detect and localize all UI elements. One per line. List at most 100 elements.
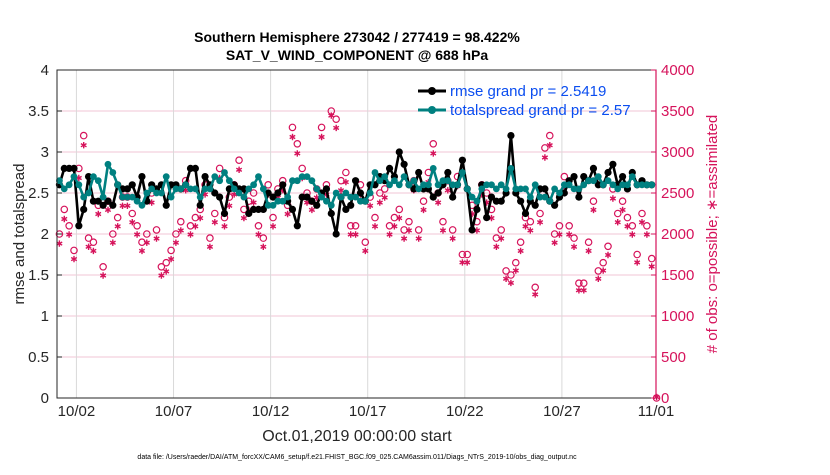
rmse-point [259,205,267,213]
totalspread-point [279,197,287,205]
rmse-point [604,168,612,177]
rmse-point [138,173,146,181]
totalspread-point [274,197,282,205]
obs-assimilated-point [590,206,597,214]
obs-assimilated-point [396,214,403,222]
obs-assimilated-point [255,231,262,238]
obs-assimilated-point [167,255,175,263]
totalspread-point [478,185,486,193]
rmse-point [191,164,199,172]
obs-possible-point [575,279,583,288]
obs-possible-point [429,140,438,148]
obs-assimilated-point [464,259,471,266]
obs-possible-point [643,222,651,230]
obs-possible-point [210,209,219,218]
y2-tick-label: 2000 [661,226,694,243]
rmse-point [211,189,219,197]
x-tick-label: 10/17 [349,403,387,420]
x-axis-label: Oct.01,2019 00:00:00 start [262,428,452,445]
rmse-point [517,197,525,205]
obs-assimilated-point [376,199,383,206]
y2-tick-label: 3500 [661,103,694,120]
obs-assimilated-point [551,239,558,246]
x-tick-label: 10/22 [446,403,484,420]
obs-assimilated-point [614,219,621,226]
rmse-point [487,193,496,201]
totalspread-point [99,193,107,201]
obs-possible-point [589,197,598,206]
obs-possible-point [176,217,185,226]
x-tick-label: 10/07 [155,403,193,420]
obs-assimilated-point [634,259,641,266]
rmse-point [196,201,204,209]
rmse-point [245,209,253,218]
totalspread-point [133,197,141,205]
rmse-point [94,197,102,205]
totalspread-point [201,185,209,193]
obs-assimilated-point [143,239,150,246]
legend-rmse-marker [428,87,436,95]
obs-assimilated-point [556,231,563,238]
legend-totalspread-label: totalspread grand pr = 2.57 [450,102,631,119]
obs-possible-point [638,209,646,218]
totalspread-point [318,193,325,201]
obs-assimilated-point [420,206,427,214]
totalspread-point [119,193,126,201]
totalspread-point [400,173,408,181]
totalspread-point [157,189,165,197]
rmse-point [269,193,277,201]
rmse-point [216,193,224,201]
x-tick-label: 10/02 [58,403,96,420]
rmse-point [322,185,331,193]
totalspread-point [541,193,549,201]
totalspread-point [85,189,92,197]
obs-assimilated-point [163,268,170,275]
totalspread-point [643,181,651,189]
obs-possible-point [215,164,224,173]
totalspread-point [546,197,554,205]
obs-assimilated-point [522,223,529,230]
totalspread-point [463,185,471,193]
obs-possible-point [70,246,78,255]
rmse-point [551,201,559,209]
obs-possible-point [439,217,447,226]
totalspread-point [187,185,194,193]
totalspread-point [250,181,258,189]
totalspread-point [308,177,316,185]
obs-possible-point [516,238,525,247]
obs-assimilated-point [643,231,650,238]
obs-possible-point [249,189,258,197]
rmse-point [483,214,491,222]
totalspread-point [395,181,403,189]
obs-possible-point [647,254,656,263]
totalspread-point [225,177,233,185]
obs-assimilated-point [269,223,277,230]
totalspread-point [386,181,393,189]
obs-possible-point [259,234,268,242]
totalspread-point [109,169,117,176]
totalspread-point [405,181,413,189]
rmse-point [560,189,568,197]
rmse-point [531,201,539,209]
obs-assimilated-point [449,235,456,242]
rmse-point [444,168,452,177]
totalspread-point [128,193,136,201]
totalspread-point [284,193,292,201]
rmse-point [240,185,248,193]
totalspread-point [264,201,272,209]
totalspread-point [114,181,122,189]
y2-tick-label: 1500 [661,267,694,284]
totalspread-point [599,181,607,189]
totalspread-point [536,193,544,201]
y-tick-label: 0 [41,390,49,407]
obs-assimilated-point [541,154,549,161]
totalspread-point [512,185,520,193]
totalspread-point [473,197,481,205]
obs-possible-point [570,234,578,242]
obs-assimilated-point [629,231,636,238]
obs-assimilated-point [546,142,553,149]
totalspread-point [303,173,311,181]
obs-possible-point [555,222,564,230]
totalspread-point [167,193,175,201]
y2-axis-label: # of obs: o=possible; ∗=assimilated [704,115,721,354]
